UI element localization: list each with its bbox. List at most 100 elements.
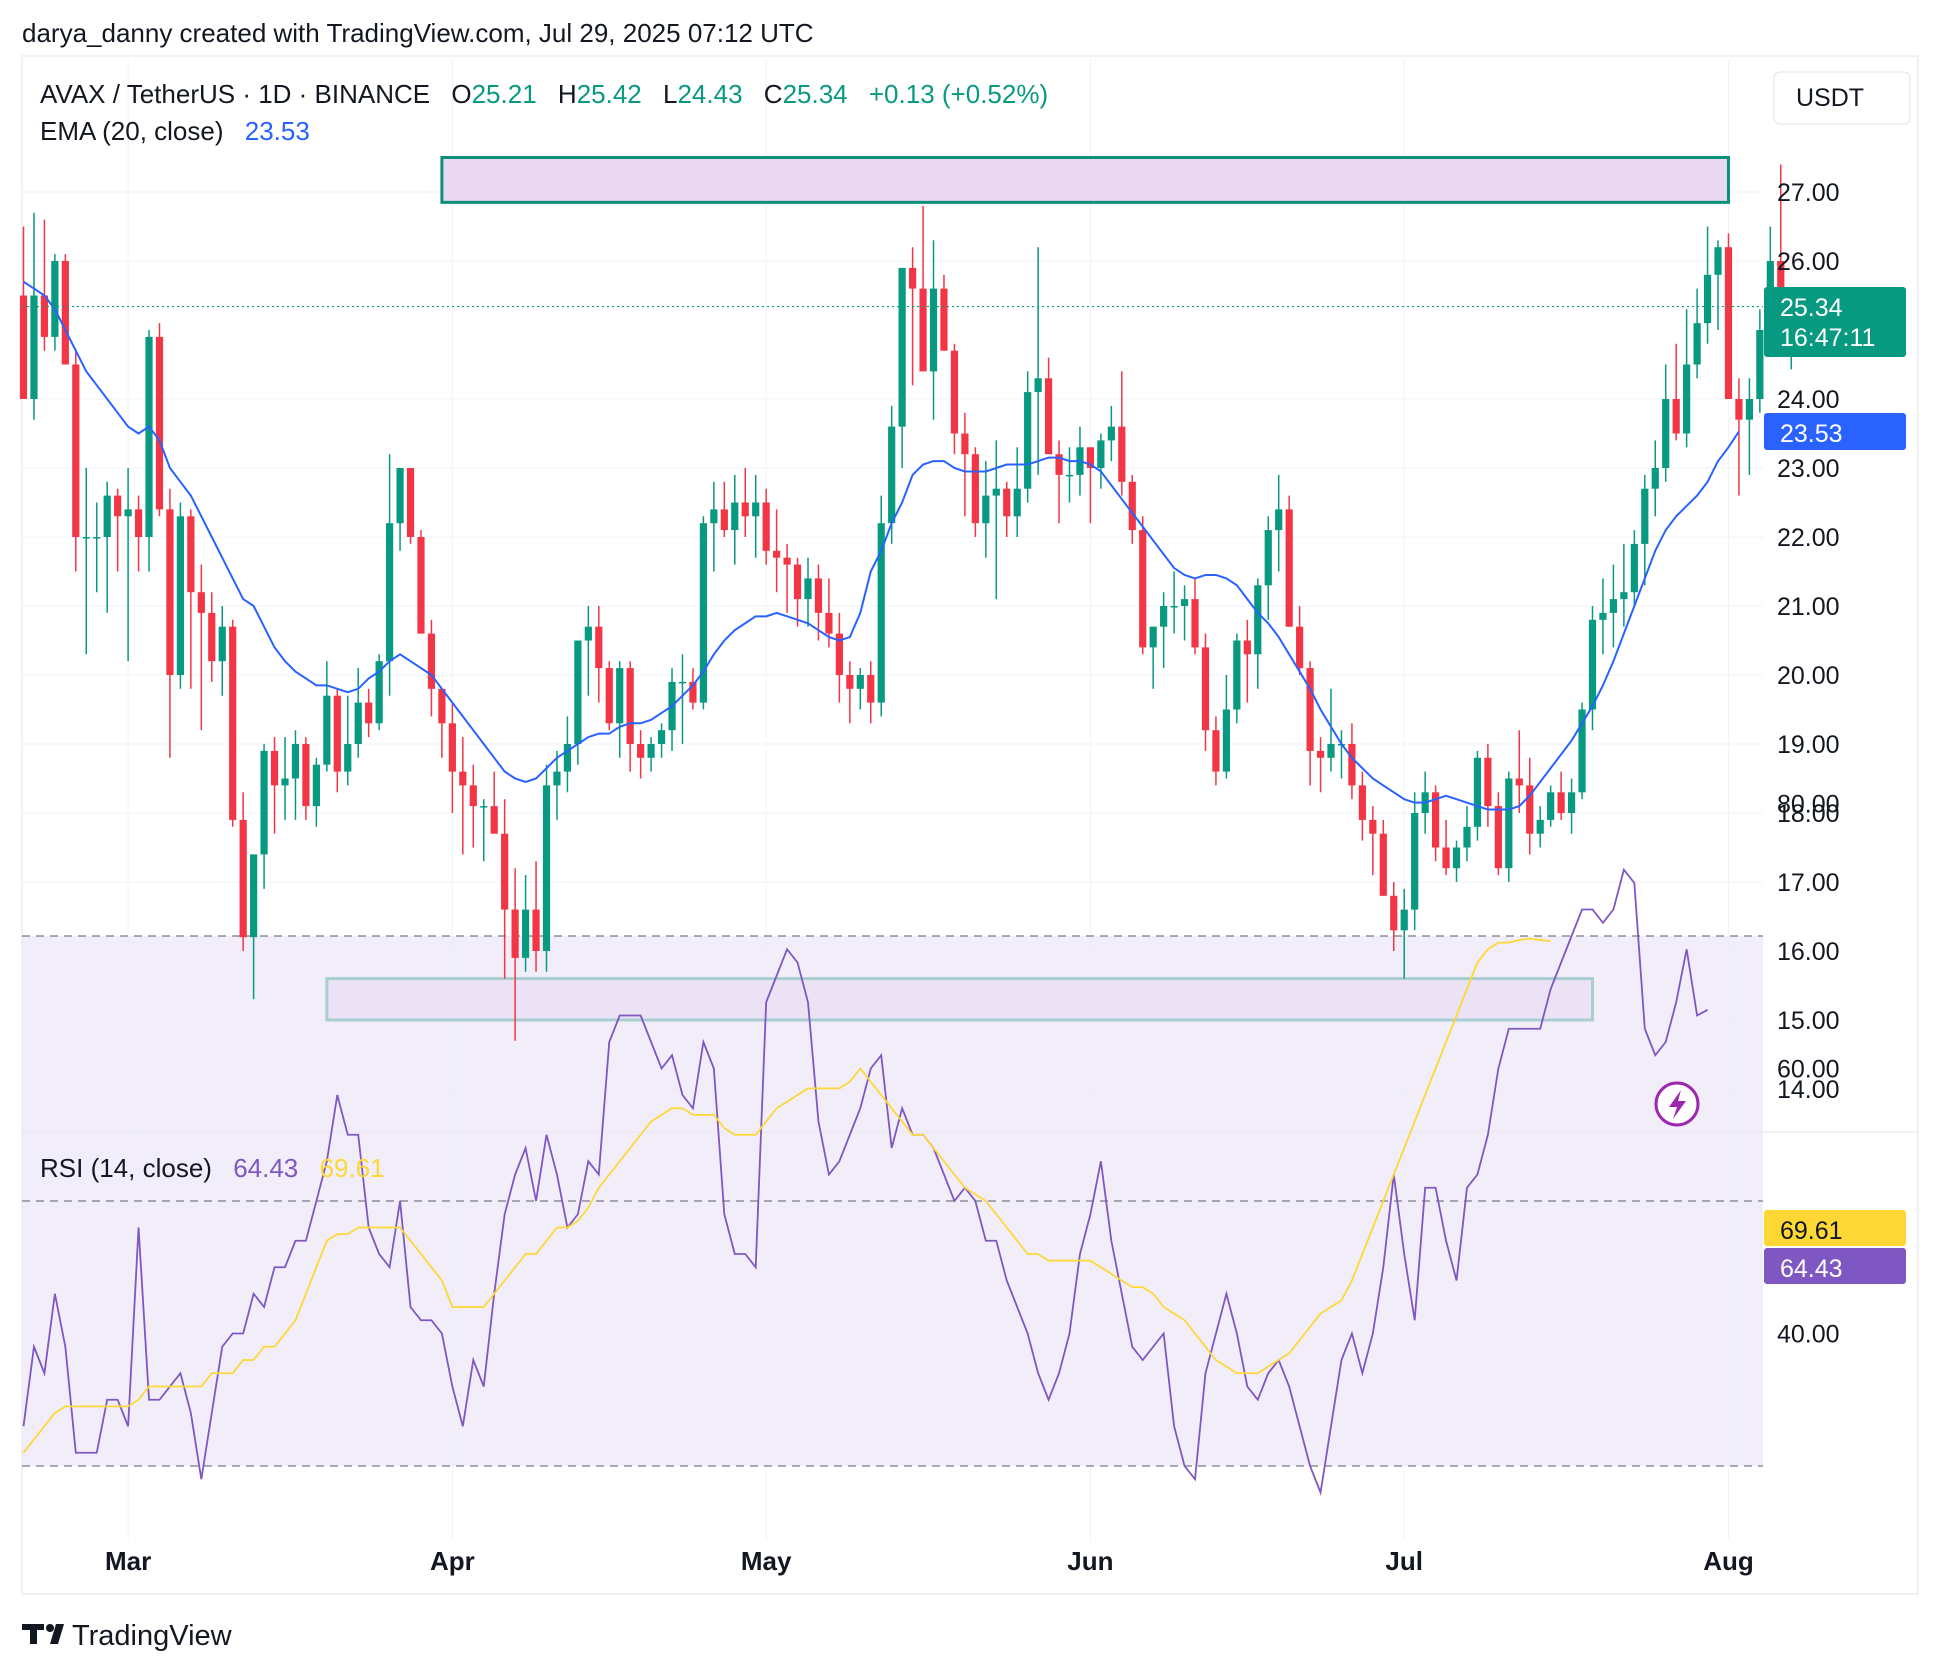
candle[interactable] — [992, 440, 1000, 600]
candle[interactable] — [637, 730, 645, 779]
candle[interactable] — [1243, 619, 1251, 703]
candle[interactable] — [909, 247, 917, 386]
candle[interactable] — [344, 695, 352, 786]
candle[interactable] — [218, 606, 226, 696]
candle[interactable] — [867, 661, 875, 724]
candle[interactable] — [155, 323, 164, 517]
candle[interactable] — [365, 688, 373, 738]
candle[interactable] — [1452, 840, 1461, 882]
candle[interactable] — [793, 557, 802, 627]
candle[interactable] — [731, 474, 739, 565]
candle[interactable] — [1463, 806, 1471, 862]
candle[interactable] — [616, 661, 624, 758]
candle[interactable] — [950, 343, 959, 455]
candle[interactable] — [51, 254, 59, 351]
candle[interactable] — [773, 509, 781, 593]
candle[interactable] — [553, 750, 561, 820]
candle[interactable] — [1599, 578, 1607, 655]
candle[interactable] — [1065, 447, 1074, 503]
candle[interactable] — [961, 412, 969, 517]
candle[interactable] — [1044, 357, 1053, 455]
candle[interactable] — [595, 606, 603, 703]
candle[interactable] — [898, 267, 906, 468]
candle[interactable] — [856, 668, 864, 710]
candle[interactable] — [239, 792, 247, 951]
candle[interactable] — [30, 212, 38, 420]
candle[interactable] — [783, 543, 791, 613]
candle[interactable] — [1672, 343, 1680, 441]
candle[interactable] — [1160, 592, 1168, 669]
candle[interactable] — [1358, 771, 1366, 841]
candle[interactable] — [804, 557, 812, 627]
candle[interactable] — [197, 564, 205, 731]
candle[interactable] — [1724, 233, 1733, 399]
candle[interactable] — [250, 854, 258, 1000]
candle[interactable] — [1316, 737, 1325, 793]
candle[interactable] — [1651, 440, 1659, 517]
candle[interactable] — [1285, 495, 1293, 627]
candle[interactable] — [1536, 806, 1544, 848]
candle[interactable] — [1515, 730, 1523, 813]
candle[interactable] — [1505, 771, 1513, 882]
candle[interactable] — [1003, 481, 1011, 537]
candle[interactable] — [940, 274, 948, 351]
candle[interactable] — [511, 868, 519, 1041]
candle[interactable] — [302, 737, 310, 820]
candle[interactable] — [1641, 474, 1649, 586]
candle[interactable] — [888, 405, 896, 544]
candle[interactable] — [1390, 882, 1398, 951]
candle[interactable] — [1233, 633, 1241, 724]
candle[interactable] — [699, 516, 707, 710]
candle[interactable] — [1024, 371, 1032, 503]
candle[interactable] — [1327, 688, 1335, 772]
candle[interactable] — [1703, 226, 1712, 344]
candle[interactable] — [1714, 240, 1722, 330]
candle[interactable] — [563, 716, 572, 793]
candle[interactable] — [814, 564, 823, 641]
candle[interactable] — [584, 606, 592, 696]
candle[interactable] — [752, 474, 760, 558]
candle[interactable] — [1139, 516, 1147, 655]
candle[interactable] — [657, 723, 666, 758]
candle[interactable] — [333, 688, 341, 793]
candle[interactable] — [1191, 578, 1199, 655]
candle[interactable] — [1034, 247, 1042, 475]
candle[interactable] — [1494, 792, 1502, 876]
candle[interactable] — [72, 350, 80, 572]
candle[interactable] — [82, 468, 90, 655]
candle[interactable] — [459, 737, 467, 855]
candle[interactable] — [1306, 661, 1314, 786]
candle[interactable] — [438, 688, 446, 758]
candle[interactable] — [19, 226, 28, 400]
candle[interactable] — [1442, 819, 1450, 876]
candle[interactable] — [1149, 626, 1157, 689]
candle[interactable] — [1557, 771, 1565, 820]
candle[interactable] — [1348, 723, 1356, 800]
candle[interactable] — [134, 495, 143, 572]
candle[interactable] — [114, 488, 122, 572]
candle[interactable] — [521, 875, 530, 972]
candle[interactable] — [762, 488, 770, 565]
candle[interactable] — [281, 737, 289, 820]
candle[interactable] — [1128, 474, 1136, 544]
candle[interactable] — [835, 612, 843, 703]
candle[interactable] — [720, 481, 728, 537]
candle[interactable] — [1411, 792, 1419, 931]
candle[interactable] — [1578, 702, 1586, 800]
candle[interactable] — [877, 495, 885, 717]
candle[interactable] — [626, 661, 634, 772]
candle[interactable] — [229, 619, 237, 827]
candle[interactable] — [490, 771, 498, 834]
candle[interactable] — [1473, 750, 1482, 841]
candle[interactable] — [678, 654, 687, 744]
candle[interactable] — [1526, 757, 1534, 855]
candle[interactable] — [1620, 543, 1628, 627]
candle[interactable] — [1264, 516, 1272, 620]
candle[interactable] — [1432, 785, 1440, 862]
candle[interactable] — [427, 619, 436, 717]
candle[interactable] — [710, 481, 718, 572]
candle[interactable] — [417, 530, 425, 634]
candle[interactable] — [982, 461, 990, 558]
candle[interactable] — [1693, 288, 1701, 379]
